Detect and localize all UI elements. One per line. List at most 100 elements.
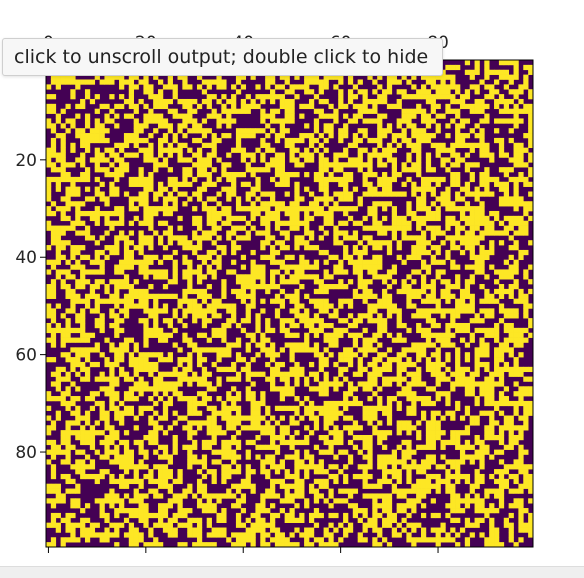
heatmap-cell bbox=[294, 381, 300, 387]
heatmap-cell bbox=[406, 449, 412, 455]
heatmap-cell bbox=[158, 147, 164, 153]
heatmap-cell bbox=[469, 303, 475, 309]
heatmap-cell bbox=[153, 191, 159, 197]
heatmap-cell bbox=[84, 123, 91, 129]
heatmap-cell bbox=[104, 284, 110, 290]
heatmap-cell bbox=[265, 327, 271, 334]
heatmap-cell bbox=[153, 332, 159, 338]
heatmap-cell bbox=[235, 371, 242, 377]
heatmap-cell bbox=[455, 434, 461, 441]
heatmap-cell bbox=[114, 186, 120, 192]
heatmap-cell bbox=[367, 454, 373, 460]
heatmap-cell bbox=[94, 473, 100, 480]
heatmap-cell bbox=[459, 240, 466, 246]
heatmap-cell bbox=[430, 527, 436, 533]
heatmap-cell bbox=[416, 269, 422, 275]
heatmap-cell bbox=[503, 60, 509, 66]
heatmap-cell bbox=[94, 191, 100, 197]
heatmap-cell bbox=[65, 352, 71, 358]
heatmap-cell bbox=[474, 454, 480, 460]
heatmap-cell bbox=[65, 449, 71, 455]
heatmap-cell bbox=[235, 147, 242, 153]
heatmap-cell bbox=[489, 391, 495, 397]
heatmap-cell bbox=[274, 366, 281, 373]
heatmap-cell bbox=[382, 459, 388, 465]
heatmap-cell bbox=[440, 478, 446, 485]
heatmap-cell bbox=[304, 434, 310, 441]
heatmap-cell bbox=[274, 167, 281, 173]
heatmap-cell bbox=[109, 79, 115, 85]
heatmap-cell bbox=[459, 371, 466, 377]
heatmap-cell bbox=[382, 318, 388, 324]
heatmap-cell bbox=[299, 84, 305, 90]
heatmap-cell bbox=[143, 191, 149, 197]
heatmap-cell bbox=[299, 415, 305, 421]
heatmap-cell bbox=[172, 274, 178, 280]
heatmap-cell bbox=[343, 400, 349, 407]
heatmap-cell bbox=[153, 313, 159, 319]
heatmap-cell bbox=[459, 215, 466, 222]
heatmap-cell bbox=[143, 473, 149, 480]
heatmap-cell bbox=[299, 517, 305, 523]
heatmap-cell bbox=[528, 483, 534, 489]
heatmap-cell bbox=[128, 74, 135, 80]
heatmap-cell bbox=[420, 308, 427, 314]
heatmap-cell bbox=[523, 298, 529, 304]
heatmap-cell bbox=[128, 376, 135, 382]
heatmap-cell bbox=[489, 396, 495, 402]
heatmap-cell bbox=[128, 249, 135, 256]
heatmap-cell bbox=[420, 464, 427, 470]
heatmap-cell bbox=[158, 123, 164, 129]
heatmap-cell bbox=[201, 181, 208, 187]
heatmap-cell bbox=[270, 196, 276, 202]
heatmap-cell bbox=[304, 410, 310, 416]
heatmap-cell bbox=[396, 142, 402, 149]
heatmap-cell bbox=[484, 449, 490, 455]
heatmap-cell bbox=[367, 206, 373, 212]
heatmap-cell bbox=[274, 284, 281, 290]
heatmap-cell bbox=[308, 89, 315, 95]
heatmap-cell bbox=[46, 103, 52, 110]
heatmap-cell bbox=[313, 478, 320, 485]
heatmap-cell bbox=[123, 113, 130, 119]
heatmap-cell bbox=[89, 527, 96, 533]
heatmap-cell bbox=[503, 415, 509, 421]
heatmap-cell bbox=[192, 532, 198, 538]
heatmap-cell bbox=[265, 288, 271, 295]
heatmap-cell bbox=[343, 133, 349, 139]
heatmap-cell bbox=[138, 478, 144, 485]
heatmap-cell bbox=[187, 172, 193, 178]
heatmap-cell bbox=[503, 469, 509, 475]
heatmap-cell bbox=[196, 240, 203, 246]
heatmap-cell bbox=[323, 357, 329, 363]
heatmap-cell bbox=[128, 133, 135, 139]
heatmap-cell bbox=[270, 512, 276, 519]
heatmap-cell bbox=[382, 186, 388, 192]
heatmap-cell bbox=[513, 74, 519, 80]
heatmap-cell bbox=[196, 400, 203, 407]
heatmap-cell bbox=[148, 186, 154, 192]
heatmap-cell bbox=[255, 352, 261, 358]
heatmap-cell bbox=[347, 254, 354, 261]
heatmap-cell bbox=[474, 420, 480, 426]
heatmap-cell bbox=[172, 527, 178, 533]
heatmap-cell bbox=[367, 410, 373, 416]
heatmap-cell bbox=[489, 415, 495, 421]
heatmap-cell bbox=[479, 381, 485, 387]
heatmap-cell bbox=[308, 327, 315, 334]
heatmap-cell bbox=[440, 79, 446, 85]
heatmap-cell bbox=[172, 342, 178, 348]
heatmap-cell bbox=[411, 449, 417, 455]
heatmap-cell bbox=[416, 352, 422, 358]
heatmap-cell bbox=[279, 157, 285, 163]
heatmap-cell bbox=[206, 128, 212, 134]
heatmap-cell bbox=[138, 245, 144, 251]
heatmap-cell bbox=[518, 400, 524, 407]
heatmap-cell bbox=[328, 537, 334, 543]
heatmap-cell bbox=[255, 327, 261, 334]
heatmap-cell bbox=[270, 113, 276, 119]
heatmap-cell bbox=[235, 235, 242, 241]
heatmap-cell bbox=[240, 318, 247, 324]
heatmap-cell bbox=[231, 434, 237, 441]
heatmap-cell bbox=[196, 196, 203, 202]
